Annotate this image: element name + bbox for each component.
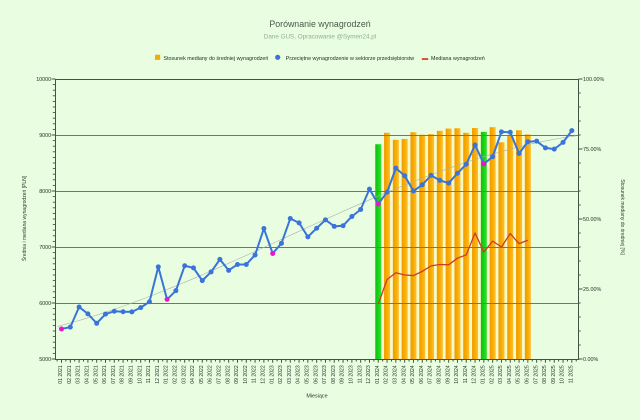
svg-text:100.00%: 100.00% xyxy=(583,77,604,83)
svg-text:05 2025: 05 2025 xyxy=(516,365,522,384)
svg-text:01 2022: 01 2022 xyxy=(164,365,170,384)
svg-text:Przeciętne wynagrodzenie w sek: Przeciętne wynagrodzenie w sektorze prze… xyxy=(286,56,414,62)
svg-text:06 2025: 06 2025 xyxy=(525,365,531,384)
svg-text:07 2025: 07 2025 xyxy=(533,365,539,384)
svg-text:01 2024: 01 2024 xyxy=(375,365,381,384)
svg-text:05 2023: 05 2023 xyxy=(305,365,311,384)
svg-text:04 2021: 04 2021 xyxy=(85,365,91,384)
svg-text:07 2022: 07 2022 xyxy=(217,365,223,384)
svg-text:02 2021: 02 2021 xyxy=(67,365,73,384)
svg-text:09 2024: 09 2024 xyxy=(445,365,451,384)
svg-text:11 2022: 11 2022 xyxy=(252,365,258,383)
svg-text:10 2023: 10 2023 xyxy=(349,365,355,384)
svg-text:11 2025: 11 2025 xyxy=(568,365,574,383)
svg-text:08 2024: 08 2024 xyxy=(437,365,443,384)
svg-text:10 2022: 10 2022 xyxy=(243,365,249,384)
svg-text:11 2023: 11 2023 xyxy=(357,365,363,383)
svg-text:9000: 9000 xyxy=(39,133,51,139)
svg-text:08 2021: 08 2021 xyxy=(120,365,126,384)
svg-text:0.00%: 0.00% xyxy=(583,357,598,363)
svg-text:12 2021: 12 2021 xyxy=(155,365,161,384)
svg-text:12 2024: 12 2024 xyxy=(472,365,478,384)
svg-text:04 2022: 04 2022 xyxy=(190,365,196,384)
svg-text:09 2023: 09 2023 xyxy=(340,365,346,384)
svg-text:03 2024: 03 2024 xyxy=(393,365,399,384)
svg-text:05 2022: 05 2022 xyxy=(199,365,205,384)
svg-text:03 2025: 03 2025 xyxy=(498,365,504,384)
svg-text:09 2022: 09 2022 xyxy=(234,365,240,384)
svg-text:Średnia i mediana wynagrodzeń: Średnia i mediana wynagrodzeń [PLN] xyxy=(20,175,28,261)
svg-text:11 2024: 11 2024 xyxy=(463,365,469,383)
svg-text:10 2021: 10 2021 xyxy=(137,365,143,384)
svg-text:09 2025: 09 2025 xyxy=(551,365,557,384)
svg-text:07 2023: 07 2023 xyxy=(322,365,328,384)
svg-text:12 2022: 12 2022 xyxy=(261,365,267,384)
svg-text:04 2023: 04 2023 xyxy=(296,365,302,384)
svg-text:03 2023: 03 2023 xyxy=(287,365,293,384)
svg-text:03 2021: 03 2021 xyxy=(76,365,82,384)
svg-text:8000: 8000 xyxy=(39,189,51,195)
svg-text:7000: 7000 xyxy=(39,245,51,251)
svg-text:01 2025: 01 2025 xyxy=(481,365,487,384)
svg-text:05 2021: 05 2021 xyxy=(93,365,99,384)
svg-text:01 2023: 01 2023 xyxy=(269,365,275,384)
svg-text:Mediana wynagrodzeń: Mediana wynagrodzeń xyxy=(431,56,485,62)
svg-text:6000: 6000 xyxy=(39,301,51,307)
svg-text:02 2022: 02 2022 xyxy=(173,365,179,384)
svg-text:Porównanie wynagrodzeń: Porównanie wynagrodzeń xyxy=(269,19,370,29)
svg-text:06 2023: 06 2023 xyxy=(313,365,319,384)
svg-text:50.00%: 50.00% xyxy=(583,217,601,223)
svg-text:09 2021: 09 2021 xyxy=(129,365,135,384)
svg-text:08 2025: 08 2025 xyxy=(542,365,548,384)
svg-text:25.00%: 25.00% xyxy=(583,287,601,293)
svg-text:5000: 5000 xyxy=(39,357,51,363)
svg-text:07 2021: 07 2021 xyxy=(111,365,117,384)
svg-text:10 2025: 10 2025 xyxy=(560,365,566,384)
svg-text:75.00%: 75.00% xyxy=(583,147,601,153)
svg-text:Dane GUS, Opracowanie @Symen24: Dane GUS, Opracowanie @Symen24.pl xyxy=(264,34,376,41)
svg-text:04 2025: 04 2025 xyxy=(507,365,513,384)
svg-text:02 2024: 02 2024 xyxy=(384,365,390,384)
svg-text:08 2023: 08 2023 xyxy=(331,365,337,384)
svg-text:04 2024: 04 2024 xyxy=(401,365,407,384)
svg-text:06 2024: 06 2024 xyxy=(419,365,425,384)
svg-text:08 2022: 08 2022 xyxy=(225,365,231,384)
svg-text:06 2022: 06 2022 xyxy=(208,365,214,384)
svg-text:12 2023: 12 2023 xyxy=(366,365,372,384)
svg-text:02 2025: 02 2025 xyxy=(489,365,495,384)
svg-text:10000: 10000 xyxy=(36,77,51,83)
svg-text:Miesiące: Miesiące xyxy=(306,394,327,400)
svg-text:07 2024: 07 2024 xyxy=(428,365,434,384)
svg-text:10 2024: 10 2024 xyxy=(454,365,460,384)
svg-text:Stosunek mediany do średniej [: Stosunek mediany do średniej [%] xyxy=(619,179,625,255)
svg-text:01 2021: 01 2021 xyxy=(58,365,64,384)
svg-text:11 2021: 11 2021 xyxy=(146,365,152,383)
svg-text:03 2022: 03 2022 xyxy=(181,365,187,384)
svg-text:05 2024: 05 2024 xyxy=(410,365,416,384)
svg-text:02 2023: 02 2023 xyxy=(278,365,284,384)
svg-text:Stosunek mediany do średniej w: Stosunek mediany do średniej wynagrodzeń xyxy=(164,56,269,62)
svg-text:06 2021: 06 2021 xyxy=(102,365,108,384)
